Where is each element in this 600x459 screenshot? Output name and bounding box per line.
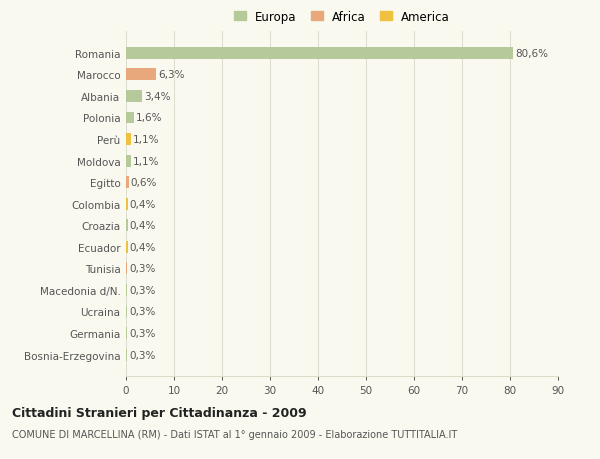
Text: 0,3%: 0,3%	[130, 350, 156, 360]
Bar	[126, 241, 128, 253]
Text: 1,1%: 1,1%	[133, 156, 160, 166]
Text: 0,4%: 0,4%	[130, 199, 156, 209]
Bar	[126, 349, 127, 361]
Text: 0,4%: 0,4%	[130, 221, 156, 231]
Text: 80,6%: 80,6%	[515, 49, 548, 59]
Bar	[126, 112, 134, 124]
Text: 6,3%: 6,3%	[158, 70, 185, 80]
Bar	[126, 69, 156, 81]
Bar	[126, 177, 129, 189]
Bar	[126, 327, 127, 339]
Text: 0,3%: 0,3%	[130, 328, 156, 338]
Text: 0,3%: 0,3%	[130, 285, 156, 295]
Text: 1,6%: 1,6%	[136, 113, 162, 123]
Text: 1,1%: 1,1%	[133, 135, 160, 145]
Bar	[126, 48, 513, 60]
Text: COMUNE DI MARCELLINA (RM) - Dati ISTAT al 1° gennaio 2009 - Elaborazione TUTTITA: COMUNE DI MARCELLINA (RM) - Dati ISTAT a…	[12, 429, 457, 439]
Bar	[126, 263, 127, 274]
Bar	[126, 134, 131, 146]
Bar	[126, 198, 128, 210]
Text: 0,3%: 0,3%	[130, 264, 156, 274]
Text: 0,6%: 0,6%	[131, 178, 157, 188]
Text: Cittadini Stranieri per Cittadinanza - 2009: Cittadini Stranieri per Cittadinanza - 2…	[12, 406, 307, 419]
Bar	[126, 91, 142, 103]
Legend: Europa, Africa, America: Europa, Africa, America	[234, 11, 450, 23]
Bar	[126, 285, 127, 296]
Bar	[126, 306, 127, 318]
Bar	[126, 220, 128, 232]
Text: 3,4%: 3,4%	[144, 92, 171, 102]
Text: 0,4%: 0,4%	[130, 242, 156, 252]
Bar	[126, 155, 131, 167]
Text: 0,3%: 0,3%	[130, 307, 156, 317]
